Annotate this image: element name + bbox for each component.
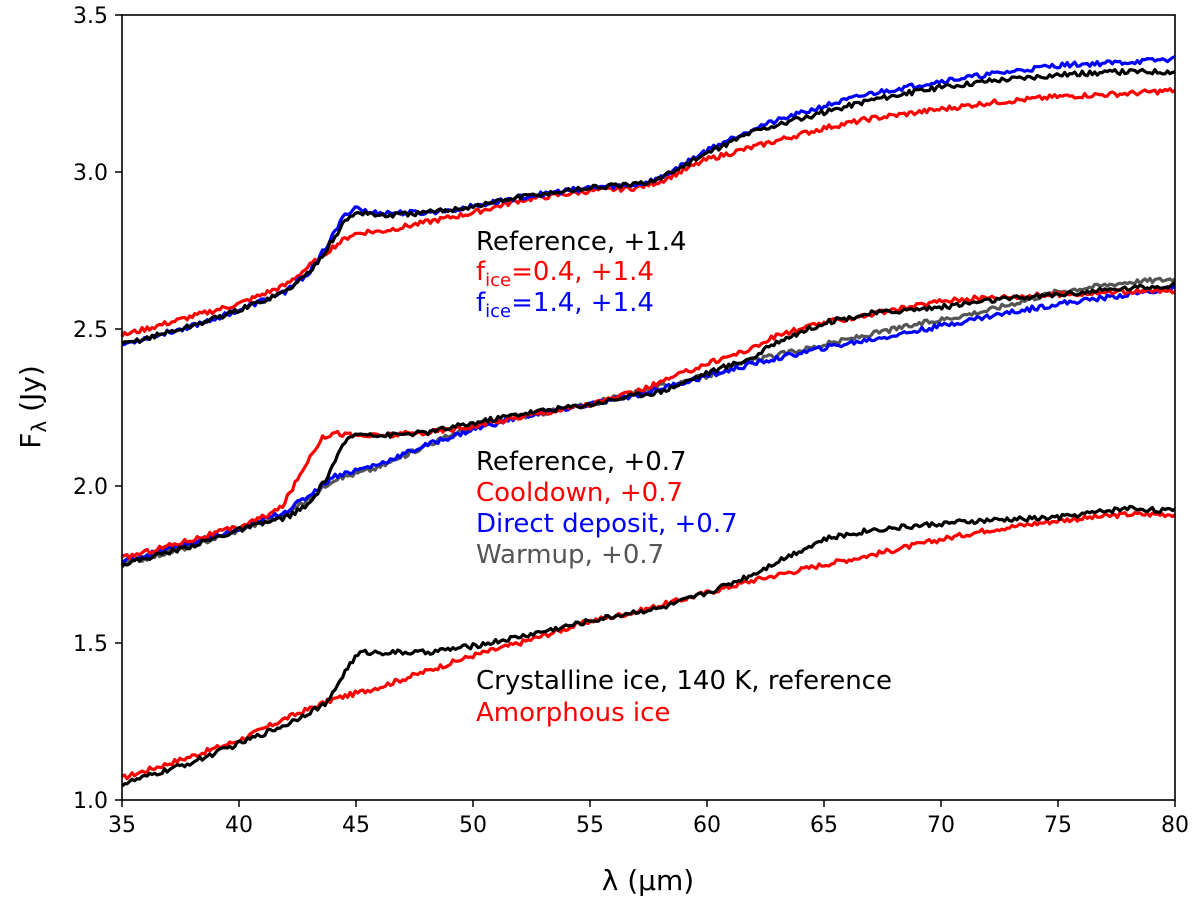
y-axis-title-rest: (Jy) [14,365,47,421]
series-layer [120,55,1177,788]
annotation-top-fice-0-4-main: f [476,257,486,287]
x-tick-label: 55 [576,813,604,838]
y-tick-label: 2.5 [73,318,108,343]
y-axis-title-sub: λ [27,421,51,433]
x-tick-label: 80 [1161,813,1189,838]
annotation-top-fice-0-4-sub: ice [485,270,511,291]
plot-frame [121,14,1176,801]
y-tick-label: 3.5 [73,4,108,29]
annotation-middle-direct-deposit: Direct deposit, +0.7 [476,509,738,539]
y-axis-title: Fλ (Jy) [14,365,51,449]
x-tick-label: 35 [108,813,136,838]
annotation-top-fice-1-4-main: f [476,288,486,318]
series-line-middle [120,276,1176,567]
series-line-middle [121,284,1176,563]
y-axis-title-main: F [14,433,47,449]
annotation-middle-reference: Reference, +0.7 [476,447,687,477]
x-tick-label: 40 [225,813,253,838]
y-tick-label: 3.0 [73,161,108,186]
annotation-middle-warmup: Warmup, +0.7 [476,540,664,570]
series-line-top [120,87,1176,338]
annotation-top-fice-1-4-sub: ice [485,301,511,322]
series-line-middle [120,281,1176,569]
x-axis: 35 40 45 50 55 60 65 70 75 80 [108,800,1189,838]
annotation-top-fice-1-4: fice=1.4, +1.4 [476,288,654,322]
y-tick-label: 1.0 [73,789,108,814]
series-line-top [121,67,1176,346]
x-tick-label: 65 [810,813,838,838]
x-axis-title: λ (μm) [602,864,694,897]
annotation-top-fice-0-4: fice=0.4, +1.4 [476,257,654,291]
annotation-bottom-amorphous: Amorphous ice [476,698,670,728]
series-line-bottom [120,504,1176,788]
x-tick-label: 75 [1044,813,1072,838]
y-axis: 1.0 1.5 2.0 2.5 3.0 3.5 [73,4,122,814]
x-tick-label: 70 [927,813,955,838]
annotation-middle-cooldown: Cooldown, +0.7 [476,478,683,508]
series-line-bottom [121,510,1177,781]
y-tick-label: 1.5 [73,632,108,657]
y-tick-label: 2.0 [73,475,108,500]
x-tick-label: 60 [693,813,721,838]
x-tick-label: 45 [342,813,370,838]
annotation-top-fice-0-4-rest: =0.4, +1.4 [511,257,654,287]
annotation-top-reference: Reference, +1.4 [476,227,687,257]
annotation-bottom-crystalline: Crystalline ice, 140 K, reference [476,666,892,696]
annotation-top-fice-1-4-rest: =1.4, +1.4 [511,288,654,318]
x-tick-label: 50 [459,813,487,838]
